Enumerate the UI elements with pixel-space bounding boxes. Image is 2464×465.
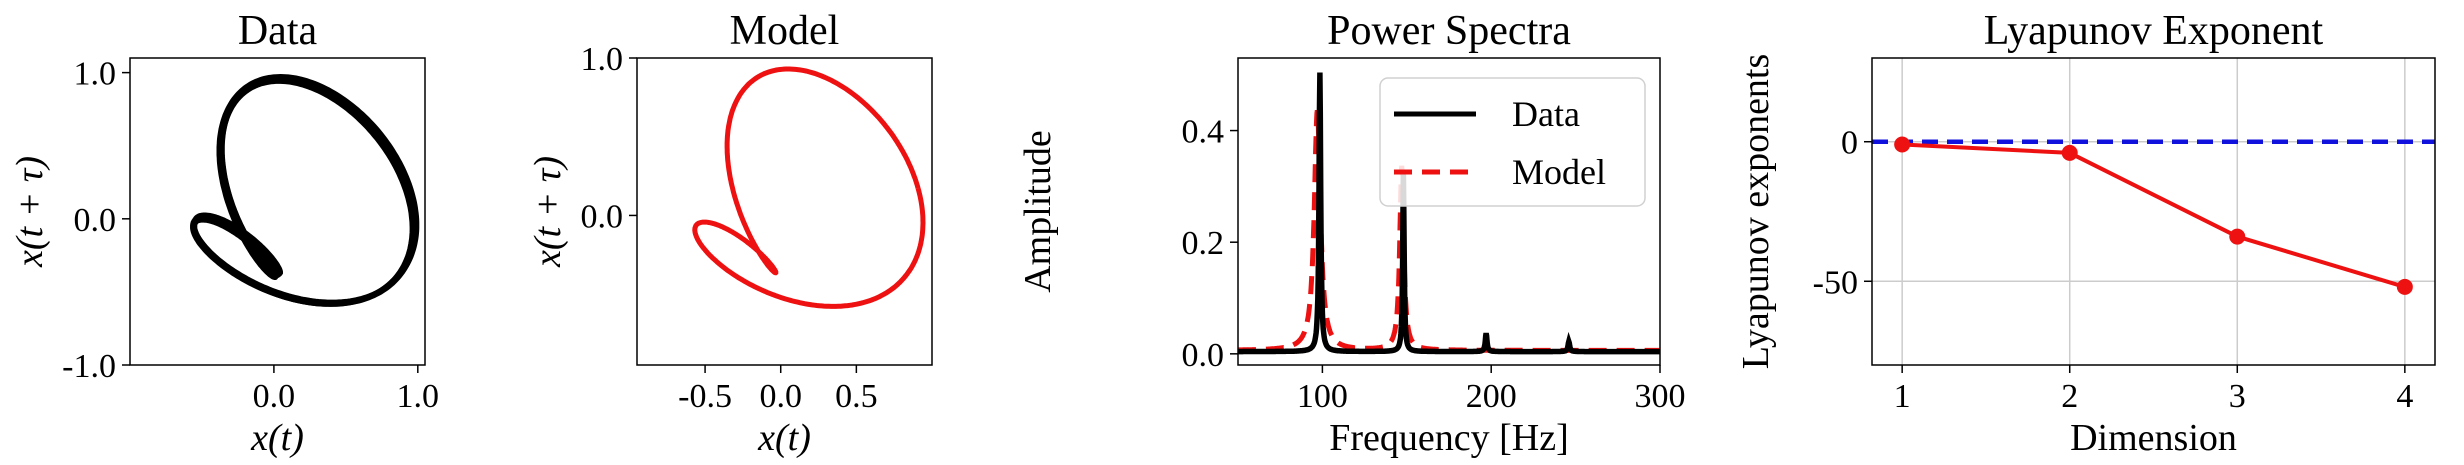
chart-model-phase-portrait: -0.5 0.0 0.5 0.0 1.0 Model x(t) x(t + τ) xyxy=(527,8,933,459)
lyapunov-point xyxy=(2396,278,2413,295)
lyapunov-line xyxy=(1902,142,2406,289)
trajectory-loop xyxy=(192,79,415,305)
y-axis-label: x(t + τ) xyxy=(527,156,569,268)
lyapunov-point xyxy=(2229,228,2246,245)
y-tick-label: 0.4 xyxy=(1182,114,1225,151)
legend-label-data: Data xyxy=(1512,94,1580,134)
y-axis-label: x(t + τ) xyxy=(9,156,51,268)
chart-title: Data xyxy=(238,8,318,54)
y-axis-label: Lyapunov exponents xyxy=(1735,54,1777,370)
plot-frame xyxy=(636,57,933,366)
x-tick-label: 0.0 xyxy=(759,378,802,415)
plot-frame xyxy=(1871,57,2436,366)
y-tick-label: 0.0 xyxy=(581,198,624,235)
x-axis-label: x(t) xyxy=(250,417,304,459)
x-tick-label: 0.5 xyxy=(835,378,878,415)
x-axis-label: Dimension xyxy=(2070,417,2237,459)
trajectory-loop xyxy=(190,75,419,307)
y-tick-label: -1.0 xyxy=(62,348,116,385)
y-tick-label: 0.0 xyxy=(1182,337,1225,374)
x-tick-label: 1.0 xyxy=(397,378,440,415)
y-tick-label: 0.2 xyxy=(1182,225,1225,262)
x-tick-label: 300 xyxy=(1635,378,1686,415)
plot-frame xyxy=(1237,57,1661,366)
chart-title: Power Spectra xyxy=(1327,8,1571,54)
y-tick-label: -50 xyxy=(1813,264,1858,301)
x-tick-label: 4 xyxy=(2396,378,2413,415)
x-axis-label: Frequency [Hz] xyxy=(1329,417,1569,459)
x-tick-label: 1 xyxy=(1894,378,1911,415)
x-tick-label: -0.5 xyxy=(678,378,732,415)
y-tick-label: 0 xyxy=(1841,125,1858,162)
chart-title: Lyapunov Exponent xyxy=(1984,8,2324,54)
y-axis-label: Amplitude xyxy=(1017,130,1059,293)
y-tick-label: 1.0 xyxy=(581,41,624,78)
y-tick-label: 1.0 xyxy=(74,56,117,93)
plot-frame xyxy=(129,57,426,366)
x-tick-label: 0.0 xyxy=(253,378,296,415)
chart-title: Model xyxy=(730,8,840,54)
x-tick-label: 3 xyxy=(2229,378,2246,415)
legend-label-model: Model xyxy=(1512,152,1606,192)
x-tick-label: 100 xyxy=(1297,378,1348,415)
x-tick-label: 2 xyxy=(2061,378,2078,415)
limit-cycle-line xyxy=(692,66,926,309)
y-tick-label: 0.0 xyxy=(74,202,117,239)
lyapunov-point xyxy=(1894,136,1911,153)
chart-lyapunov-exponent: 1 2 3 4 -50 0 Lyapunov Exponent Dimension Lyapun… xyxy=(1735,8,2436,459)
chart-power-spectra: 100 200 300 0.0 0.2 0.4 Power Spectra Frequency… xyxy=(1017,8,1686,459)
lyapunov-point xyxy=(2061,144,2078,161)
x-tick-label: 200 xyxy=(1466,378,1517,415)
legend-box xyxy=(1379,77,1646,207)
x-axis-label: x(t) xyxy=(757,417,811,459)
chart-data-phase-portrait: 0.0 1.0 -1.0 0.0 1.0 Data x(t) x(t + τ) xyxy=(9,8,439,459)
series-line-data xyxy=(1238,72,1660,355)
